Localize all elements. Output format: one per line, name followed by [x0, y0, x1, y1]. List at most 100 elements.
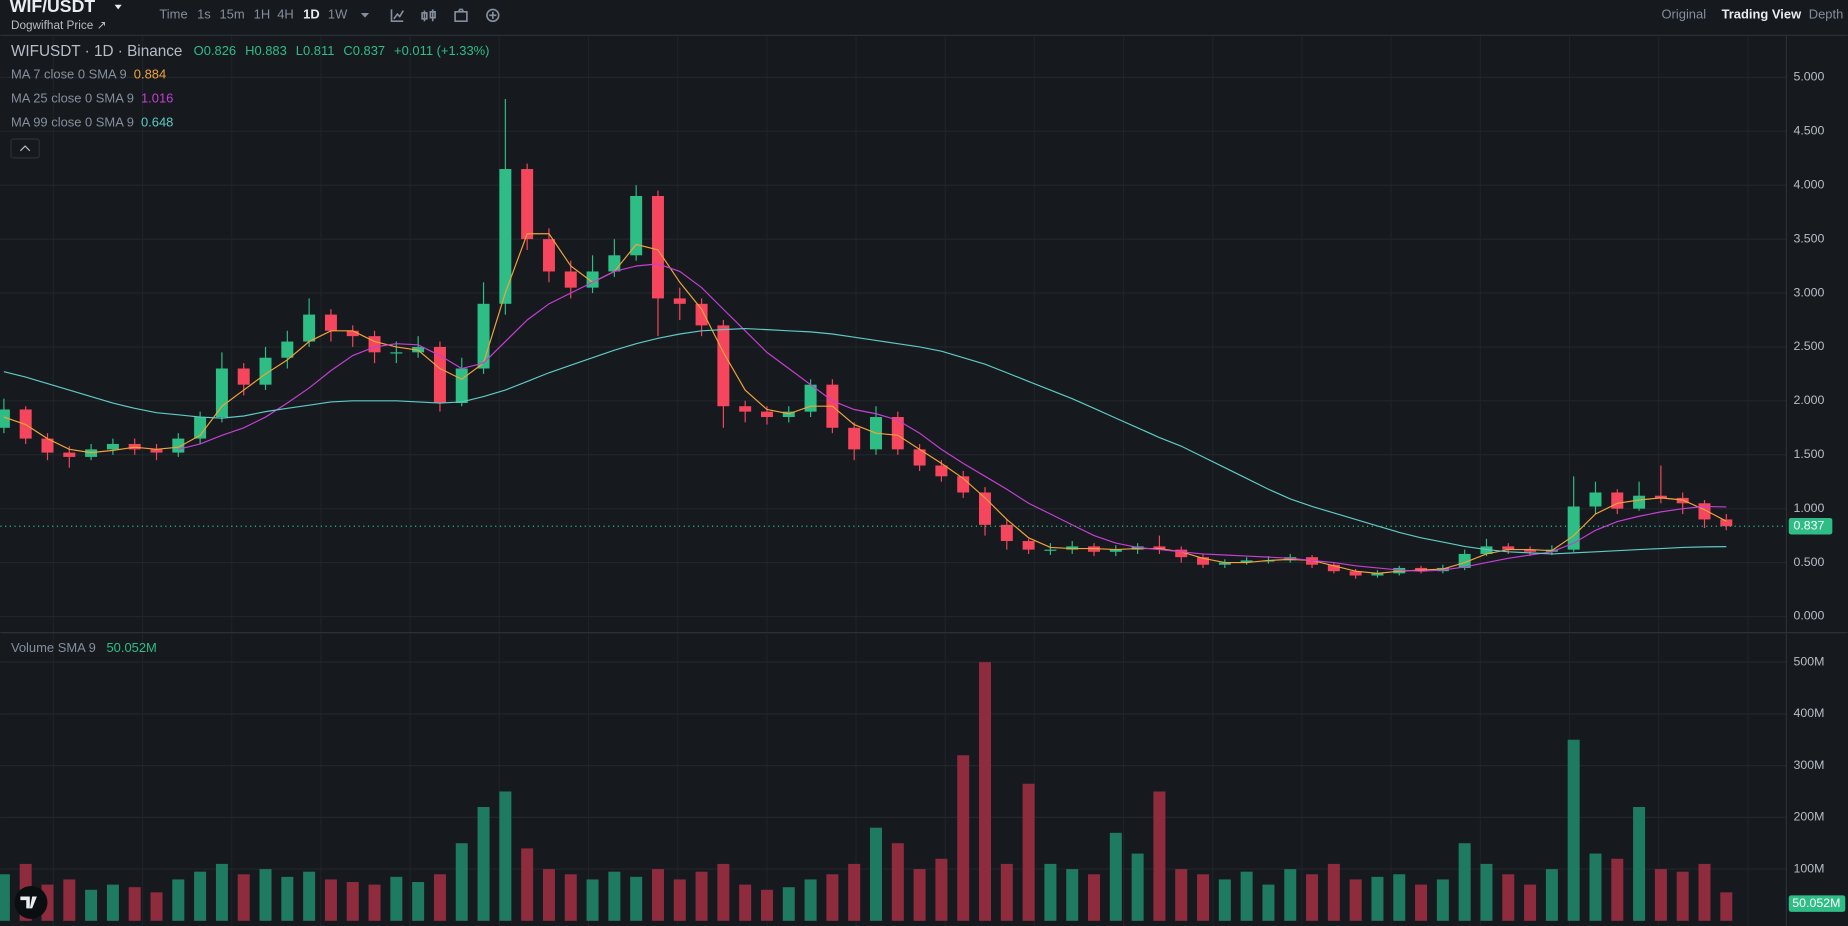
volume-bar — [848, 863, 861, 921]
toolbar-item[interactable]: Time — [159, 7, 187, 22]
y-tick-label: 2.000 — [1793, 393, 1824, 407]
volume-bar — [586, 879, 599, 921]
toolbar-item[interactable]: 1W — [328, 7, 348, 22]
ma-legend-entry: MA 7 close 0 SMA 9 0.884 — [11, 67, 166, 82]
volume-bar — [237, 874, 250, 921]
volume-bar — [1044, 863, 1057, 921]
volume-bar — [804, 879, 817, 921]
volume-bar — [368, 884, 381, 921]
volume-bar — [891, 843, 904, 921]
logo-mark[interactable] — [20, 896, 37, 909]
logo-circle[interactable] — [14, 885, 48, 919]
volume-bar — [608, 871, 621, 921]
ma-name: MA 99 close 0 SMA 9 — [11, 115, 134, 130]
y2-tick-label: 300M — [1793, 758, 1824, 772]
volume-bar — [0, 874, 10, 921]
legend-title: WIFUSDT · 1D · Binance O0.826 H0.883 L0.… — [11, 43, 490, 60]
collapse-icon[interactable] — [19, 145, 31, 152]
y2-tick-label: 100M — [1793, 861, 1824, 875]
candle-body — [1175, 549, 1188, 558]
y-tick-label: 5.000 — [1793, 70, 1824, 84]
volume-bar — [346, 882, 359, 921]
view-tab[interactable]: Depth — [1809, 7, 1844, 22]
candle-body — [1000, 524, 1013, 542]
candle-body — [1502, 546, 1515, 550]
toolbar-item[interactable]: 1H — [254, 7, 271, 22]
candle-body — [1197, 557, 1210, 565]
candle-body — [695, 303, 708, 326]
ma-value: 0.648 — [141, 115, 173, 130]
y-tick-label: 0.500 — [1793, 555, 1824, 569]
toolbar-icons — [390, 8, 500, 23]
volume-bar — [739, 884, 752, 921]
symbol: WIFUSDT · 1D · Binance — [11, 43, 182, 60]
last-price-label: 0.837 — [1793, 518, 1824, 532]
volume-bar — [1436, 879, 1449, 921]
chart-type-icon[interactable] — [421, 9, 436, 22]
pair-dropdown[interactable] — [114, 4, 122, 10]
volume-bar — [1240, 871, 1253, 921]
candle-body — [935, 465, 948, 477]
volume-bar — [1109, 832, 1122, 921]
candle-body — [1044, 549, 1057, 551]
ma-name: MA 25 close 0 SMA 9 — [11, 91, 134, 106]
volume-bar — [564, 874, 577, 921]
ma-line — [3, 233, 1727, 574]
interval-dropdown[interactable] — [360, 12, 370, 18]
volume-bar — [1720, 892, 1733, 921]
plot-area — [0, 98, 1787, 921]
volume-bar — [717, 863, 730, 921]
volume-bar — [1131, 853, 1144, 921]
pair-title[interactable]: WIF/USDT — [10, 0, 96, 16]
volume-bar — [651, 869, 664, 921]
tradingview-logo[interactable] — [14, 885, 48, 919]
candle-body — [1109, 549, 1122, 552]
volume-bar — [782, 887, 795, 921]
candle-body — [0, 409, 10, 428]
candle-body — [521, 169, 534, 240]
candle-body — [760, 411, 773, 418]
add-icon[interactable] — [486, 8, 500, 23]
view-tab[interactable]: Original — [1662, 7, 1707, 22]
toolbar-item[interactable]: 4H — [277, 7, 294, 22]
candle-body — [957, 476, 970, 493]
candle-body — [455, 368, 468, 403]
candle-body — [1240, 560, 1253, 563]
candle-body — [979, 492, 992, 525]
volume-bar — [521, 848, 534, 921]
volume-bar — [412, 882, 425, 921]
volume-bar — [1633, 807, 1646, 921]
indicator-icon[interactable] — [390, 9, 404, 23]
candle-body — [324, 314, 337, 331]
y-tick-label: 4.000 — [1793, 177, 1824, 191]
toolbar-item-active[interactable]: 1D — [303, 7, 320, 22]
candle-body — [1327, 564, 1340, 572]
y-tick-label: 3.000 — [1793, 285, 1824, 299]
volume-bar — [979, 662, 992, 921]
ma-value: 1.016 — [141, 91, 173, 106]
volume-bar — [1393, 874, 1406, 921]
volume-bar — [1589, 853, 1602, 921]
toolbar-item[interactable]: 15m — [219, 7, 244, 22]
volume-bar — [957, 755, 970, 921]
add-icon-cross[interactable] — [489, 11, 497, 19]
volume-bar — [1327, 863, 1340, 921]
volume-title: Volume SMA 9 — [11, 641, 96, 656]
volume-bar — [1088, 874, 1101, 921]
screenshot-icon[interactable] — [454, 8, 468, 23]
candle-body — [433, 346, 446, 403]
pair-subtitle[interactable]: Dogwifhat Price ↗ — [11, 19, 107, 32]
volume-bar — [499, 791, 512, 921]
volume-bar — [1567, 739, 1580, 921]
volume-bar — [1415, 884, 1428, 921]
candle-body — [1458, 553, 1471, 568]
collapse-button[interactable] — [10, 138, 40, 159]
candle-body — [608, 255, 621, 272]
volume-bar — [673, 879, 686, 921]
view-tab-active[interactable]: Trading View — [1722, 7, 1803, 22]
candle-body — [1524, 549, 1537, 552]
toolbar-item[interactable]: 1s — [197, 7, 211, 22]
ohlc-change: +0.011 (+1.33%) — [394, 43, 489, 58]
volume-sma-value: 50.052M — [106, 641, 156, 656]
volume-badge-label: 50.052M — [1792, 896, 1840, 910]
